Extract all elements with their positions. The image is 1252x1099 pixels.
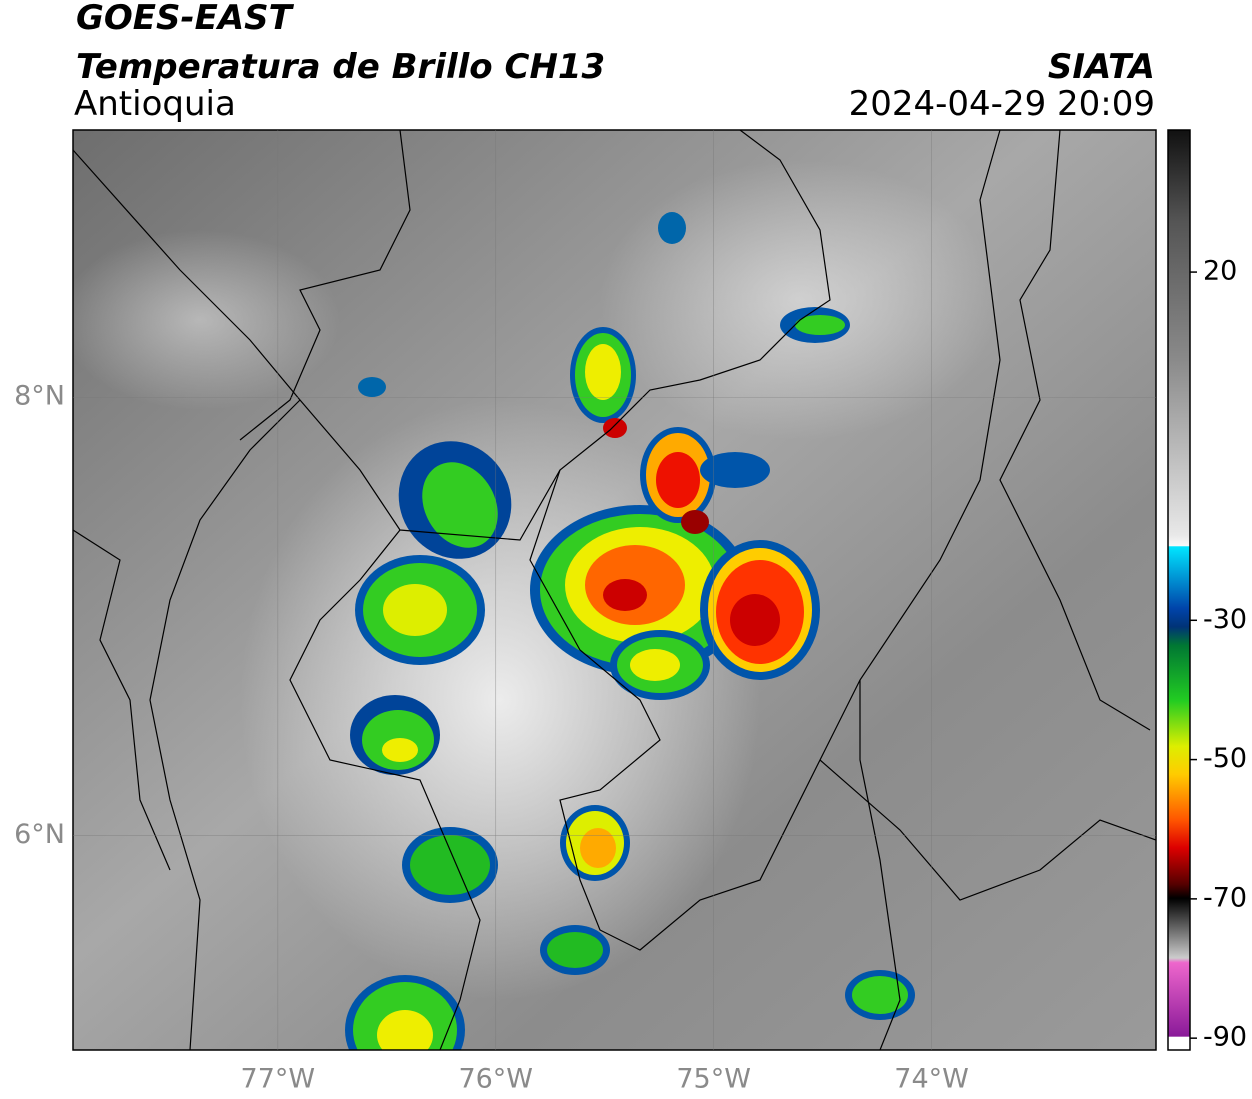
y-tick-label: 8°N	[14, 381, 65, 412]
borders	[73, 130, 1156, 1050]
datetime: 2024-04-29 20:09	[849, 84, 1155, 124]
colorbar-tick-label: -50	[1203, 743, 1247, 774]
title: GOES-EAST	[76, 0, 295, 38]
x-tick-label: 77°W	[241, 1064, 316, 1095]
map-frame	[72, 129, 1157, 1051]
region: Antioquia	[74, 84, 236, 124]
convective-cells	[345, 212, 915, 1050]
x-tick-label: 76°W	[458, 1064, 533, 1095]
x-tick-label: 75°W	[676, 1064, 751, 1095]
colorbar	[1167, 129, 1191, 1051]
colorbar-tick-label: -90	[1203, 1022, 1247, 1053]
colorbar-tick-label: -70	[1203, 882, 1247, 913]
x-tick-label: 74°W	[894, 1064, 969, 1095]
y-tick-label: 6°N	[14, 819, 65, 850]
satellite-image	[73, 130, 1156, 1050]
source: SIATA	[1048, 47, 1155, 87]
subtitle: Temperatura de Brillo CH13	[76, 47, 605, 87]
colorbar-tick-label: -30	[1203, 604, 1247, 635]
cloud-haze	[600, 160, 1000, 440]
colorbar-tick-label: 20	[1203, 256, 1237, 287]
cloud-haze	[73, 230, 340, 410]
